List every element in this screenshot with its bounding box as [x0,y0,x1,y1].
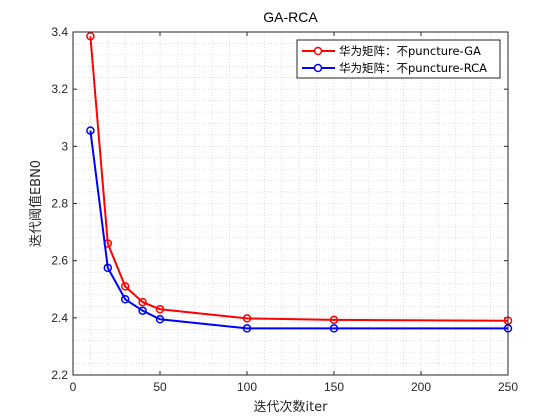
y-tick-label: 2.8 [51,197,68,211]
y-tick-label: 3 [61,139,68,153]
y-tick-label: 2.2 [51,368,68,382]
legend-swatch-marker [315,48,322,55]
legend-label: 华为矩阵：不puncture-GA [339,44,481,58]
y-tick-label: 2.6 [51,254,68,268]
x-tick-label: 250 [498,380,518,394]
legend-swatch-marker [315,65,322,72]
y-axis-label: 迭代阈值EBN0 [28,160,44,247]
x-tick-label: 50 [153,380,167,394]
legend: 华为矩阵：不puncture-GA 华为矩阵：不puncture-RCA [297,40,500,78]
chart-title: GA-RCA [263,9,318,25]
y-tick-label: 3.4 [51,25,68,39]
x-tick-label: 100 [237,380,257,394]
ticks: 0 50 100 150 200 250 2.2 2.4 2.6 2.8 3 3.2 3.4 [51,25,518,394]
x-axis-label: 迭代次数iter [253,399,328,415]
y-tick-label: 3.2 [51,82,68,96]
legend-label: 华为矩阵：不puncture-RCA [339,61,487,75]
grid [73,32,508,375]
series-line-2 [90,131,508,329]
x-tick-label: 150 [324,380,344,394]
y-tick-label: 2.4 [51,311,68,325]
x-tick-label: 200 [411,380,431,394]
x-tick-label: 0 [70,380,77,394]
